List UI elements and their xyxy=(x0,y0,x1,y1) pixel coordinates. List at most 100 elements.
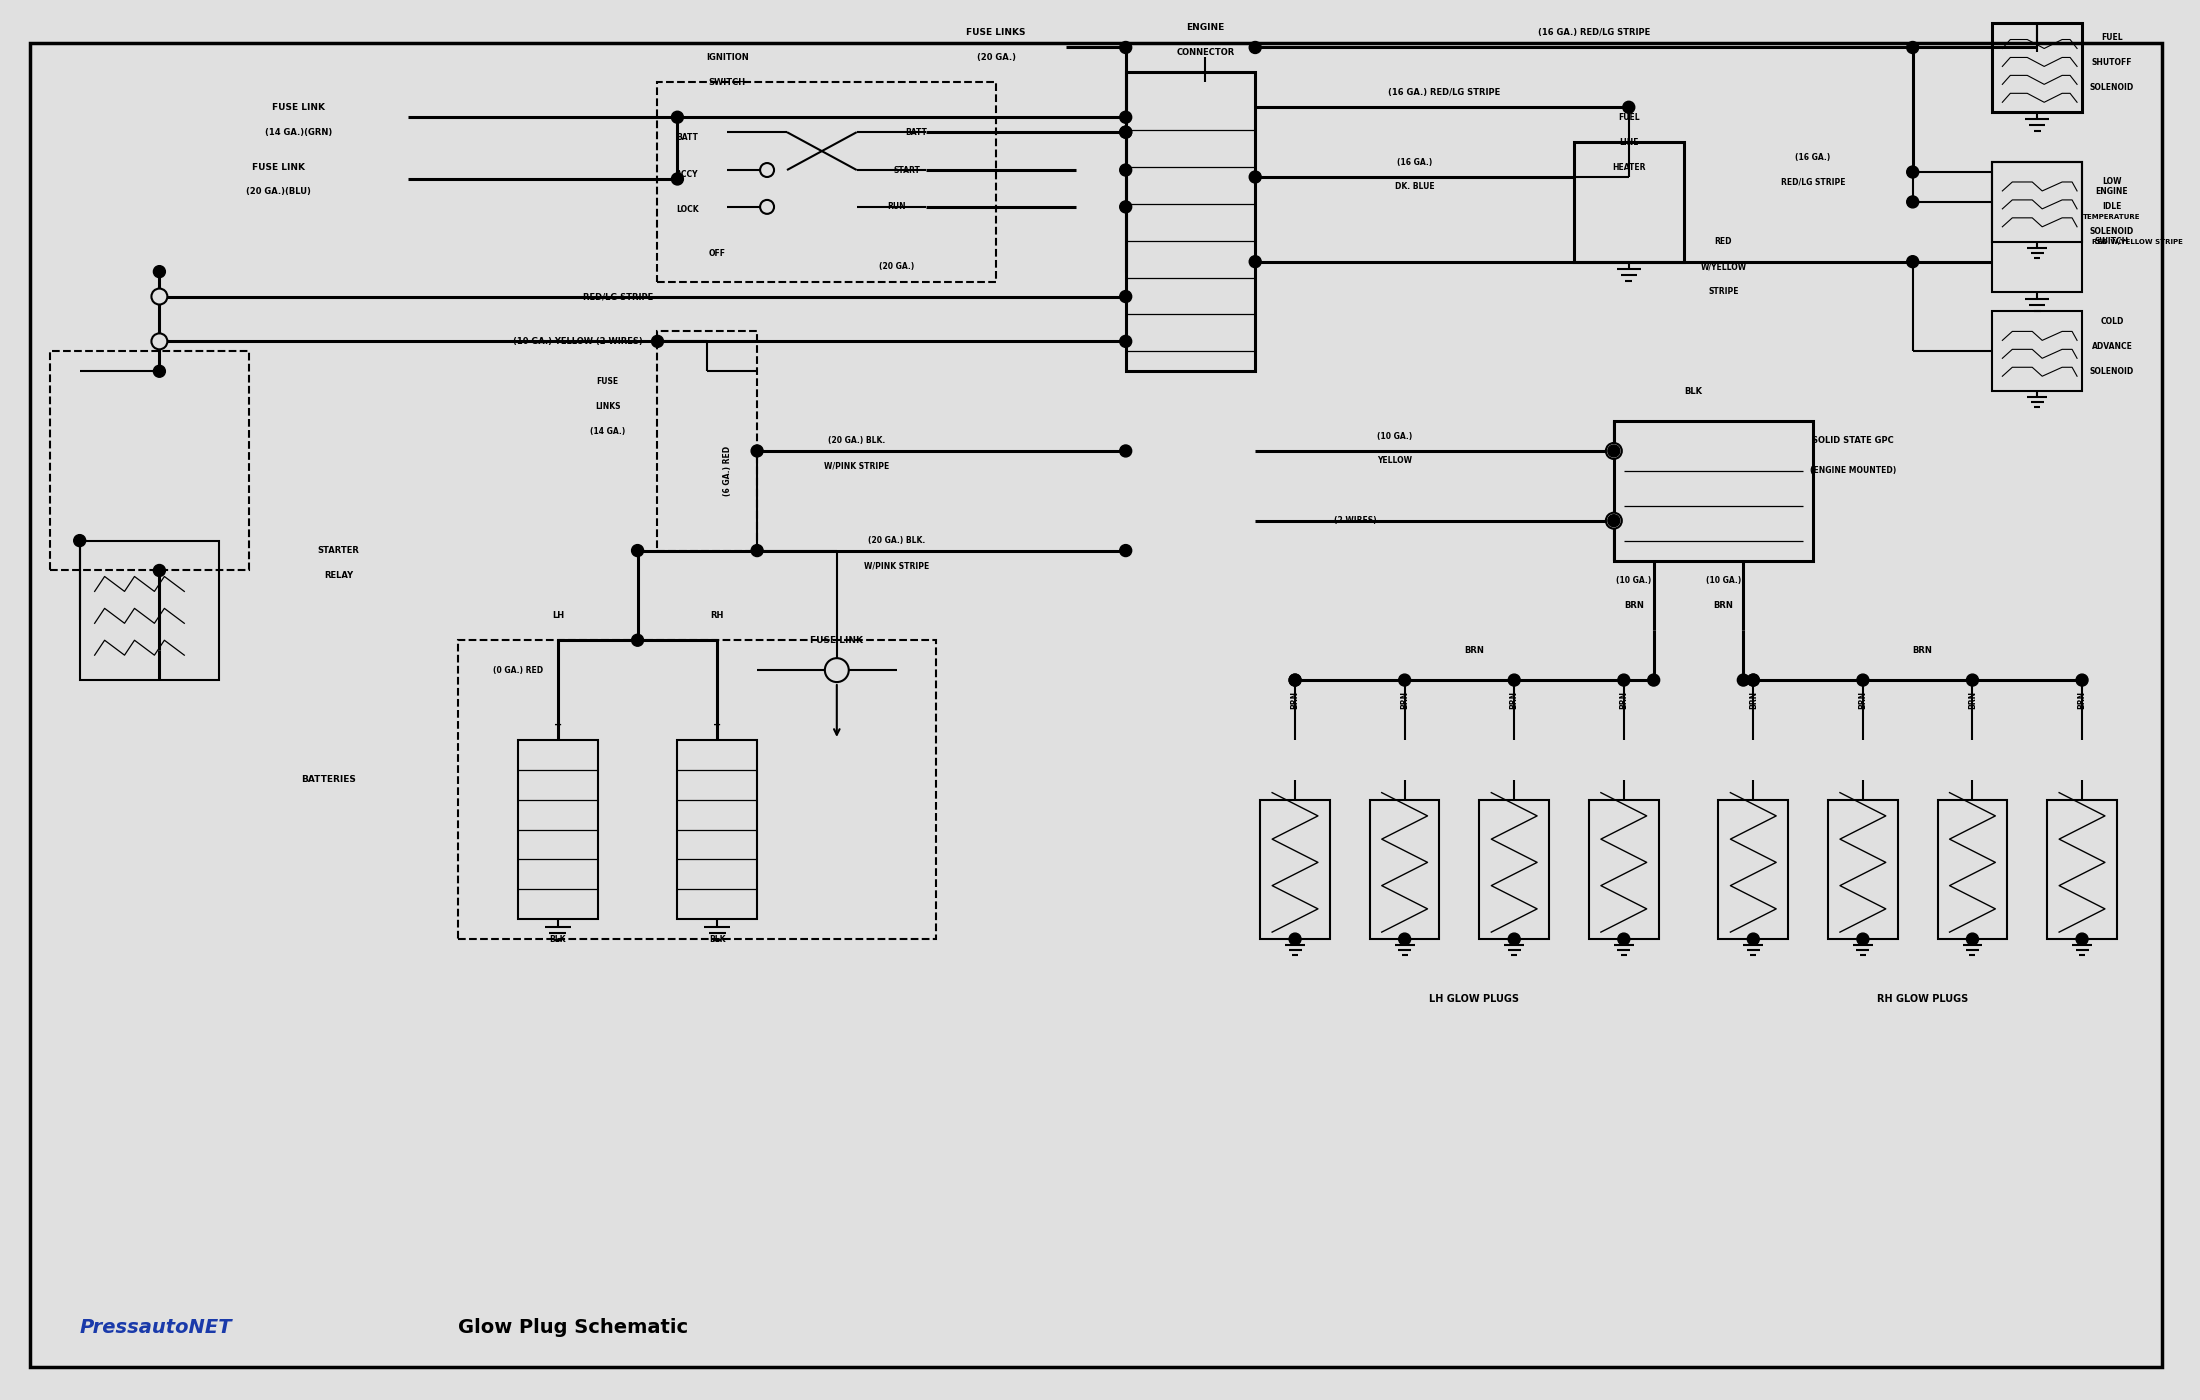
Circle shape xyxy=(2077,934,2088,945)
Text: SWITCH: SWITCH xyxy=(708,78,746,87)
Circle shape xyxy=(1399,934,1410,945)
Circle shape xyxy=(1608,515,1619,526)
Text: (20 GA.)(BLU): (20 GA.)(BLU) xyxy=(246,188,312,196)
Circle shape xyxy=(1857,934,1868,945)
Text: LINKS: LINKS xyxy=(594,402,620,410)
Text: BRN: BRN xyxy=(2077,692,2086,708)
Text: BATT: BATT xyxy=(906,127,928,137)
Text: STARTER: STARTER xyxy=(317,546,359,554)
Text: (20 GA.): (20 GA.) xyxy=(880,262,915,272)
Circle shape xyxy=(631,634,645,647)
Circle shape xyxy=(1617,673,1630,686)
Text: (10 GA.): (10 GA.) xyxy=(1617,575,1652,585)
Text: Glow Plug Schematic: Glow Plug Schematic xyxy=(458,1319,689,1337)
Bar xyxy=(1993,311,2081,391)
Circle shape xyxy=(750,445,763,456)
Text: BRN: BRN xyxy=(1399,692,1410,708)
Circle shape xyxy=(1624,101,1635,113)
Circle shape xyxy=(1120,126,1131,139)
Circle shape xyxy=(1857,673,1868,686)
Text: SHUTOFF: SHUTOFF xyxy=(2092,57,2132,67)
Circle shape xyxy=(1250,42,1261,53)
Text: OFF: OFF xyxy=(708,249,726,258)
Bar xyxy=(658,83,997,281)
Circle shape xyxy=(1509,934,1520,945)
Circle shape xyxy=(1617,934,1630,945)
Text: RUN: RUN xyxy=(887,203,906,211)
Bar xyxy=(1371,799,1439,939)
Circle shape xyxy=(1120,42,1131,53)
Text: (0 GA.) RED: (0 GA.) RED xyxy=(493,665,543,675)
Text: LH: LH xyxy=(552,610,563,620)
Circle shape xyxy=(1399,673,1410,686)
Text: LOCK: LOCK xyxy=(675,206,700,214)
Circle shape xyxy=(1747,673,1760,686)
Text: HEATER: HEATER xyxy=(1613,162,1646,172)
Text: LINE: LINE xyxy=(1619,137,1639,147)
Text: BATT: BATT xyxy=(675,133,697,141)
Text: FUSE LINKS: FUSE LINKS xyxy=(966,28,1025,36)
Bar xyxy=(658,332,757,550)
Text: BLK: BLK xyxy=(550,935,565,944)
Text: CONNECTOR: CONNECTOR xyxy=(1177,48,1234,57)
Bar xyxy=(678,739,757,920)
Bar xyxy=(1588,799,1659,939)
Text: +: + xyxy=(713,720,722,729)
Circle shape xyxy=(1120,291,1131,302)
Bar xyxy=(1126,73,1256,371)
Text: RELAY: RELAY xyxy=(323,571,354,580)
Text: (6 GA.) RED: (6 GA.) RED xyxy=(724,445,733,496)
Circle shape xyxy=(1608,445,1619,456)
Circle shape xyxy=(651,336,664,347)
Circle shape xyxy=(1747,934,1760,945)
Bar xyxy=(1718,799,1789,939)
Text: LOW: LOW xyxy=(2103,178,2121,186)
Circle shape xyxy=(154,564,165,577)
Text: BRN: BRN xyxy=(1291,692,1300,708)
Text: (20 GA.): (20 GA.) xyxy=(977,53,1016,62)
Text: FUSE LINK: FUSE LINK xyxy=(273,102,326,112)
Text: RH GLOW PLUGS: RH GLOW PLUGS xyxy=(1877,994,1969,1004)
Text: IGNITION: IGNITION xyxy=(706,53,748,62)
Text: BRN: BRN xyxy=(1624,601,1643,610)
Circle shape xyxy=(2077,673,2088,686)
Bar xyxy=(2048,799,2116,939)
Text: BRN: BRN xyxy=(1912,645,1932,655)
Text: COLD: COLD xyxy=(2101,316,2123,326)
Circle shape xyxy=(1120,445,1131,456)
Text: SOLENOID: SOLENOID xyxy=(2090,367,2134,375)
Bar xyxy=(1938,799,2006,939)
Bar xyxy=(1993,162,2081,242)
Text: SOLENOID: SOLENOID xyxy=(2090,227,2134,237)
Text: (10 GA.): (10 GA.) xyxy=(1705,575,1740,585)
Text: W/PINK STRIPE: W/PINK STRIPE xyxy=(865,561,928,570)
Circle shape xyxy=(1250,256,1261,267)
Text: (2 WIRES): (2 WIRES) xyxy=(1333,517,1377,525)
Circle shape xyxy=(1289,673,1300,686)
Text: (10 GA.): (10 GA.) xyxy=(1377,431,1412,441)
Circle shape xyxy=(759,200,774,214)
Text: BRN: BRN xyxy=(1509,692,1518,708)
Circle shape xyxy=(825,658,849,682)
Bar xyxy=(1573,143,1683,262)
Circle shape xyxy=(1967,934,1978,945)
Bar xyxy=(1993,22,2081,112)
Text: (14 GA.)(GRN): (14 GA.)(GRN) xyxy=(266,127,332,137)
Text: RED/LG STRIPE: RED/LG STRIPE xyxy=(583,293,653,301)
Circle shape xyxy=(1120,202,1131,213)
Text: (20 GA.) BLK.: (20 GA.) BLK. xyxy=(869,536,926,545)
Text: BRN: BRN xyxy=(1714,601,1734,610)
Circle shape xyxy=(1907,256,1918,267)
Text: FUSE LINK: FUSE LINK xyxy=(253,162,306,172)
Text: RED: RED xyxy=(1714,237,1731,246)
Circle shape xyxy=(671,174,684,185)
Bar xyxy=(79,540,220,680)
Bar xyxy=(1828,799,1899,939)
Text: FUEL: FUEL xyxy=(2101,34,2123,42)
Text: BRN: BRN xyxy=(1969,692,1978,708)
Text: W/PINK STRIPE: W/PINK STRIPE xyxy=(825,462,889,470)
Circle shape xyxy=(152,288,167,305)
Text: TEMPERATURE: TEMPERATURE xyxy=(2083,214,2141,220)
Text: YELLOW: YELLOW xyxy=(1377,456,1412,465)
Text: SOLENOID: SOLENOID xyxy=(2090,83,2134,92)
